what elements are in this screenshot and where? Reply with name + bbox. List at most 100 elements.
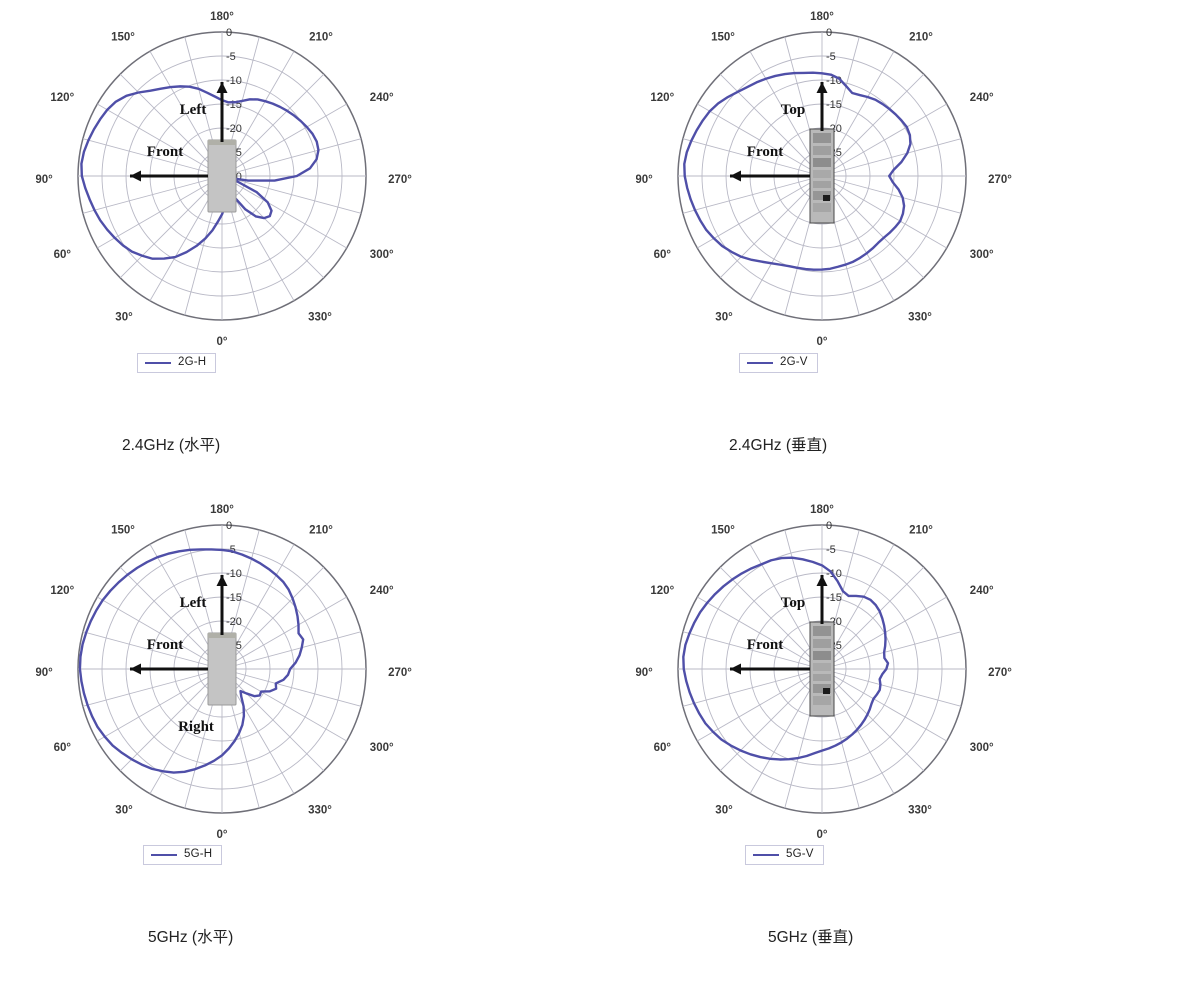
up-direction-arrow [216, 575, 228, 635]
radial-tick-label: -20 [226, 616, 242, 628]
angular-tick-label: 60° [54, 249, 72, 261]
angular-tick-label: 300° [370, 742, 394, 754]
caption-5g-v: 5GHz (垂直) [768, 929, 854, 946]
radial-tick-label: 0 [226, 520, 232, 532]
angular-tick-label: 270° [388, 667, 412, 679]
angular-tick-label: 150° [111, 524, 135, 536]
angular-tick-label: 0° [817, 336, 828, 348]
angular-tick-label: 60° [54, 742, 72, 754]
panel-5g-h: 0° 30° 60° 90° 120° 150° 180° 210° 240° 270° 300° 3… [0, 493, 600, 986]
angular-tick-label: 180° [810, 504, 834, 516]
front-direction-arrow [130, 663, 208, 675]
angular-tick-label: 300° [970, 249, 994, 261]
angular-tick-label: 210° [309, 31, 333, 43]
legend-2g-h: 2G-H [137, 353, 217, 373]
angular-tick-label: 240° [370, 92, 394, 104]
legend-2g-v: 2G-V [739, 353, 818, 373]
radial-tick-label: -15 [226, 592, 242, 604]
legend-line-swatch [145, 362, 171, 364]
direction-label-down: Right [178, 719, 214, 735]
front-direction-arrow [730, 663, 810, 675]
device-side-illustration [207, 632, 237, 706]
direction-label-left: Front [747, 144, 783, 160]
direction-label-left: Front [147, 637, 183, 653]
radiation-pattern-curve [682, 556, 890, 761]
angular-tick-label: 30° [715, 805, 733, 817]
angular-tick-label: 300° [370, 249, 394, 261]
device-side-illustration [207, 139, 237, 213]
radial-tick-label: -5 [826, 544, 836, 556]
radial-tick-label: -5 [226, 51, 236, 63]
legend-label: 5G-V [786, 848, 814, 861]
angular-tick-label: 30° [115, 805, 133, 817]
radial-tick-label: -15 [826, 592, 842, 604]
polar-plot-5g-v: 0° 30° 60° 90° 120° 150° 180° 210° 240° 270° 300° 3… [636, 501, 1036, 901]
angular-tick-label: 120° [650, 92, 674, 104]
panel-5g-v: 0° 30° 60° 90° 120° 150° 180° 210° 240° 270° 300° 3… [600, 493, 1200, 986]
angular-tick-label: 330° [908, 805, 932, 817]
legend-label: 2G-V [780, 356, 808, 369]
angular-tick-label: 120° [50, 92, 74, 104]
direction-label-up: Left [180, 595, 207, 611]
radial-tick-label: -20 [226, 123, 242, 135]
front-direction-arrow [130, 170, 208, 182]
radial-tick-label: 0 [826, 520, 832, 532]
direction-label-up: Top [781, 595, 805, 611]
angular-tick-label: 60° [654, 249, 672, 261]
panel-2g-h: 0° 30° 60° 90° 120° 150° 180° 210° 240° 270° 300° 3… [0, 0, 600, 493]
angular-tick-label: 0° [217, 336, 228, 348]
direction-label-up: Left [180, 102, 207, 118]
angular-tick-label: 150° [111, 31, 135, 43]
angular-tick-label: 210° [909, 31, 933, 43]
legend-line-swatch [747, 362, 773, 364]
polar-chart-svg-2g-v: 0° 30° 60° 90° 120° 150° 180° 210° 240° 270° 300° 3… [636, 11, 1012, 348]
radiation-pattern-curve [78, 548, 305, 774]
polar-chart-svg-2g-h: 0° 30° 60° 90° 120° 150° 180° 210° 240° 270° 300° 3… [36, 11, 412, 348]
radiation-pattern-curve [683, 71, 912, 271]
up-direction-arrow [816, 82, 828, 131]
radial-tick-label: -10 [226, 568, 242, 580]
angular-tick-label: 330° [908, 312, 932, 324]
device-front-illustration [809, 621, 835, 717]
up-direction-arrow [816, 575, 828, 624]
polar-chart-svg-5g-h: 0° 30° 60° 90° 120° 150° 180° 210° 240° 270° 300° 3… [36, 504, 412, 841]
front-direction-arrow [730, 170, 810, 182]
angular-tick-label: 120° [50, 585, 74, 597]
angular-tick-label: 90° [36, 174, 53, 186]
angular-tick-label: 30° [115, 312, 133, 324]
legend-label: 5G-H [184, 848, 213, 861]
angular-tick-label: 0° [817, 829, 828, 841]
angular-tick-label: 180° [210, 11, 234, 23]
direction-label-left: Front [747, 637, 783, 653]
radial-tick-label: -5 [826, 51, 836, 63]
angular-tick-label: 270° [988, 174, 1012, 186]
up-direction-arrow [216, 82, 228, 142]
angular-tick-label: 150° [711, 31, 735, 43]
angular-tick-label: 330° [308, 312, 332, 324]
polar-plot-2g-v: 0° 30° 60° 90° 120° 150° 180° 210° 240° 270° 300° 3… [636, 8, 1036, 408]
angular-tick-label: 90° [36, 667, 53, 679]
angular-tick-label: 0° [217, 829, 228, 841]
angular-tick-label: 240° [370, 585, 394, 597]
legend-label: 2G-H [178, 356, 207, 369]
direction-label-left: Front [147, 144, 183, 160]
angular-tick-label: 120° [650, 585, 674, 597]
radial-tick-label: -15 [826, 99, 842, 111]
caption-2g-v: 2.4GHz (垂直) [729, 437, 828, 454]
device-front-illustration [809, 128, 835, 224]
angular-tick-label: 270° [988, 667, 1012, 679]
panel-2g-v: 0° 30° 60° 90° 120° 150° 180° 210° 240° 270° 300° 3… [600, 0, 1200, 493]
legend-line-swatch [151, 854, 177, 856]
caption-5g-h: 5GHz (水平) [148, 929, 234, 946]
angular-tick-label: 240° [970, 92, 994, 104]
legend-line-swatch [753, 854, 779, 856]
angular-tick-label: 60° [654, 742, 672, 754]
angular-tick-label: 180° [210, 504, 234, 516]
radial-tick-label: -10 [226, 75, 242, 87]
angular-tick-label: 270° [388, 174, 412, 186]
angular-tick-label: 240° [970, 585, 994, 597]
angular-tick-label: 300° [970, 742, 994, 754]
angular-tick-label: 90° [636, 667, 653, 679]
legend-5g-v: 5G-V [745, 845, 824, 865]
